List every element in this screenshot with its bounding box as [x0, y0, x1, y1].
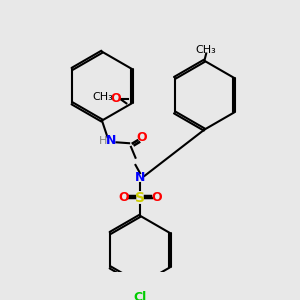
Text: Cl: Cl — [134, 291, 147, 300]
Text: N: N — [106, 134, 116, 147]
Text: S: S — [135, 190, 145, 205]
Text: O: O — [118, 191, 129, 204]
Text: CH₃: CH₃ — [92, 92, 113, 102]
Text: CH₃: CH₃ — [196, 45, 217, 55]
Text: O: O — [151, 191, 162, 204]
Text: O: O — [110, 92, 121, 105]
Text: O: O — [136, 131, 147, 144]
Text: H: H — [99, 136, 107, 146]
Text: N: N — [135, 171, 145, 184]
